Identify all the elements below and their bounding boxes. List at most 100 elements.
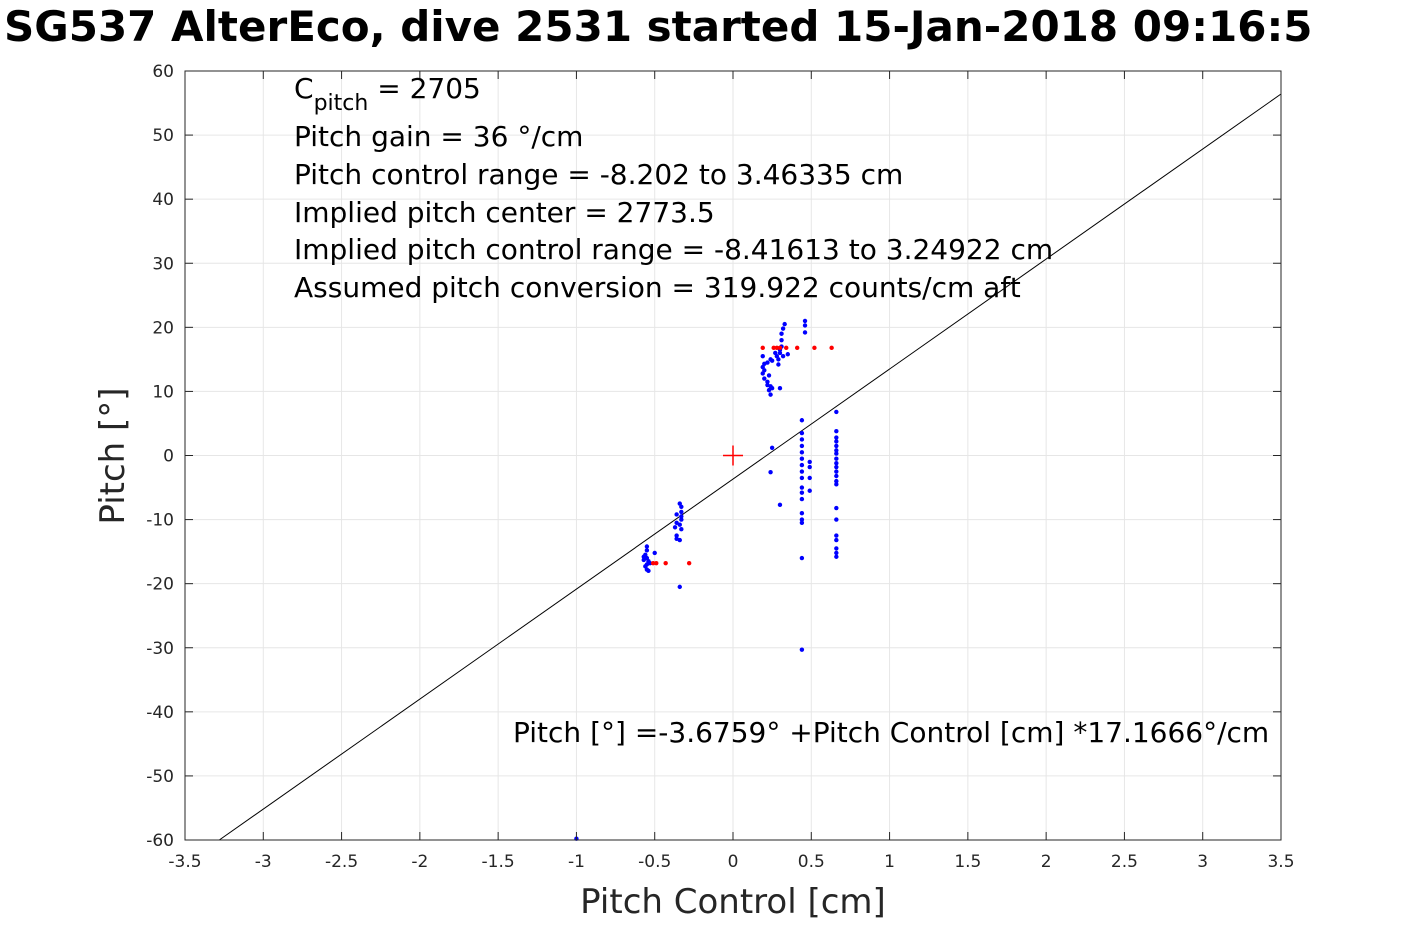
data-point — [807, 488, 812, 493]
x-axis-label: Pitch Control [cm] — [580, 882, 886, 922]
data-point — [834, 409, 839, 415]
data-point — [829, 345, 834, 351]
data-point — [799, 485, 805, 490]
data-point — [766, 373, 772, 378]
data-point — [799, 517, 805, 522]
data-point — [780, 353, 786, 359]
data-point — [834, 473, 839, 479]
annotation-cpitch: Cpitch = 2705 — [294, 72, 481, 116]
data-point — [784, 345, 789, 351]
x-tick-label: -1.5 — [482, 852, 515, 872]
x-tick-label: -2 — [411, 852, 428, 872]
data-point — [646, 568, 651, 574]
data-point — [679, 514, 684, 519]
data-point — [780, 326, 786, 331]
x-tick-labels: -3.5 -3 -2.5 -2 -1.5 -1 -0.5 0 0.5 1 1.5 2 2.5 3 3.5 — [168, 852, 1294, 872]
x-tick-label: 3.5 — [1267, 852, 1294, 872]
data-point — [679, 509, 684, 515]
data-point — [799, 456, 805, 461]
data-point — [679, 526, 684, 532]
data-point — [777, 350, 783, 356]
data-point — [799, 418, 805, 423]
annotation-cpitch-subscript: pitch — [314, 91, 369, 116]
data-point — [647, 560, 653, 566]
x-tick-label: 0 — [728, 852, 739, 872]
data-point — [802, 318, 808, 324]
data-point — [672, 525, 678, 530]
data-point — [677, 584, 682, 590]
data-point — [834, 546, 839, 551]
data-point — [782, 321, 787, 327]
data-point — [834, 537, 839, 543]
data-point — [776, 362, 781, 367]
data-point — [799, 475, 805, 481]
data-point — [785, 352, 790, 357]
data-point — [834, 451, 839, 456]
data-point — [834, 439, 839, 444]
data-point — [834, 533, 839, 538]
y-axis-label: Pitch [°] — [93, 387, 133, 524]
data-point — [765, 360, 770, 365]
annotation-implied-pitch-center: Implied pitch center = 2773.5 — [294, 196, 715, 229]
data-point — [644, 544, 650, 549]
data-point — [802, 323, 808, 328]
y-tick-label: 10 — [152, 382, 174, 402]
annotation-cpitch-value: = 2705 — [368, 72, 481, 105]
y-tick-label: -30 — [146, 639, 174, 659]
data-point — [834, 554, 839, 559]
x-tick-label: 3 — [1197, 852, 1208, 872]
data-point — [802, 330, 808, 335]
y-tick-label: -10 — [146, 511, 174, 531]
data-point — [779, 331, 784, 336]
data-point — [799, 496, 805, 502]
data-point — [674, 533, 679, 538]
data-point — [652, 550, 657, 556]
data-point — [769, 445, 775, 451]
data-point — [768, 392, 773, 397]
y-tick-labels: 60 50 40 30 20 10 0 -10 -20 -30 -40 -50 -60 — [146, 62, 174, 851]
data-point — [677, 522, 682, 527]
data-point — [771, 345, 776, 351]
data-point — [641, 557, 646, 563]
data-point — [799, 469, 805, 474]
y-tick-label: 0 — [163, 447, 174, 467]
x-tick-label: 1 — [884, 852, 895, 872]
data-point — [769, 386, 775, 391]
x-tick-label: -0.5 — [638, 852, 671, 872]
data-points — [574, 318, 839, 841]
data-point — [799, 430, 805, 436]
data-point — [807, 475, 812, 481]
data-point — [765, 379, 770, 385]
data-point — [812, 345, 817, 351]
data-point — [834, 435, 839, 440]
data-point — [834, 443, 839, 449]
data-point — [777, 345, 783, 351]
data-point — [834, 550, 839, 556]
data-point — [779, 337, 784, 343]
annotation-cpitch-symbol: C — [294, 72, 314, 105]
y-tick-label: -40 — [146, 703, 174, 723]
data-point — [834, 448, 839, 453]
data-point — [679, 517, 684, 522]
chart-title: SG537 AlterEco, dive 2531 started 15-Jan… — [4, 2, 1313, 51]
x-tick-label: 2 — [1041, 852, 1052, 872]
x-tick-label: 2.5 — [1111, 852, 1138, 872]
data-point — [650, 560, 656, 566]
x-tick-label: -2.5 — [325, 852, 358, 872]
y-tick-label: 40 — [152, 190, 174, 210]
y-tick-label: -20 — [146, 575, 174, 595]
y-tick-label: 20 — [152, 318, 174, 338]
data-point — [799, 647, 805, 652]
axis-ticks — [184, 70, 1282, 841]
data-point — [834, 482, 839, 487]
data-point — [834, 428, 839, 434]
data-point — [807, 459, 812, 465]
data-point — [686, 560, 692, 566]
x-tick-label: -3.5 — [168, 852, 201, 872]
x-tick-label: 0.5 — [798, 852, 825, 872]
annotation-pitch-conversion: Assumed pitch conversion = 319.922 count… — [294, 271, 1021, 304]
data-point — [799, 520, 805, 525]
data-point — [834, 478, 839, 484]
annotation-fit-equation: Pitch [°] =-3.6759° +Pitch Control [cm] … — [513, 716, 1269, 749]
